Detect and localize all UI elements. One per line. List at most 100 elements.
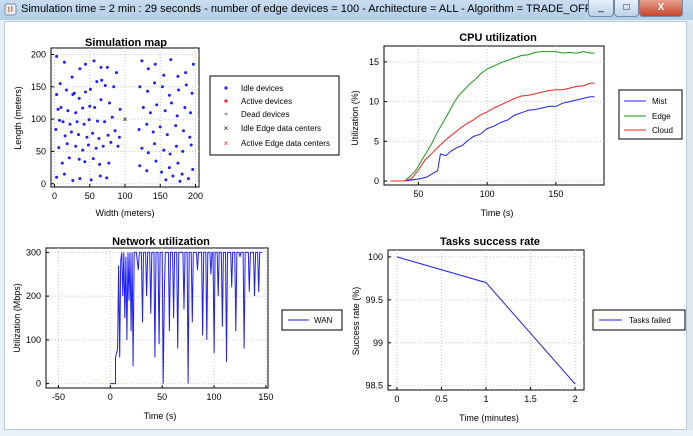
device-point [108, 101, 111, 105]
device-point [162, 148, 166, 152]
tasks-legend-box [592, 309, 686, 331]
device-point [55, 54, 59, 58]
device-point [113, 129, 117, 133]
device-point [115, 71, 118, 75]
device-point [58, 118, 61, 122]
device-point [62, 172, 66, 176]
device-point [167, 166, 171, 170]
cpu-plot-area [383, 45, 605, 186]
tasks-y-label: Success rate (%) [351, 287, 361, 356]
tasks-x-tick-label: 0.5 [435, 394, 448, 404]
series-line-tasks-failed [396, 256, 576, 385]
legend-dead-devices: Dead devices [241, 110, 289, 119]
map-x-tick-label: 100 [117, 191, 132, 201]
device-point [77, 96, 81, 100]
device-point [101, 144, 105, 148]
net-x-tick-label: -50 [52, 392, 65, 402]
device-point [105, 65, 109, 69]
device-point [103, 84, 107, 87]
maximize-button[interactable]: □ [614, 0, 639, 17]
device-point [69, 130, 73, 134]
device-point [154, 159, 158, 163]
device-point [140, 59, 144, 63]
device-point [168, 152, 172, 156]
device-point [146, 151, 150, 155]
device-point [92, 59, 96, 63]
device-point [137, 128, 141, 131]
device-point [112, 85, 116, 89]
device-point [63, 134, 67, 138]
device-point [106, 133, 110, 137]
device-point [95, 80, 99, 84]
device-point [77, 157, 81, 161]
net-x-tick-label: 50 [157, 392, 167, 402]
device-point [96, 119, 99, 123]
device-point [91, 131, 95, 135]
net-lines [110, 251, 262, 385]
map-grid [51, 48, 199, 187]
map-x-tick-label: 0 [52, 191, 57, 201]
cpu-y-label: Utilization (%) [350, 90, 360, 146]
cpu-grid [384, 46, 604, 185]
legend-cloud: Cloud [652, 126, 673, 135]
cpu-ticks: 50 100 150 0 5 10 15 [369, 57, 563, 199]
device-point [100, 78, 104, 82]
device-point [57, 146, 61, 150]
device-point [186, 177, 190, 181]
map-title: Simulation map [85, 37, 167, 49]
legend-marker-idle-devices [224, 86, 228, 90]
device-point [88, 104, 92, 108]
device-point [62, 60, 66, 64]
device-point [141, 106, 145, 109]
close-button[interactable]: X [639, 0, 683, 17]
device-point [164, 178, 168, 182]
device-point [182, 129, 185, 133]
legend-marker-dead-devices [224, 112, 228, 116]
device-point [82, 122, 86, 126]
edge-datacenter-marker: × [123, 115, 128, 124]
device-point [67, 156, 71, 160]
device-point [55, 93, 59, 96]
legend-tasks-failed: Tasks failed [629, 316, 671, 325]
device-point [184, 71, 188, 75]
map-legend-box [209, 75, 340, 156]
device-point [158, 125, 162, 129]
tasks-ticks: 0 0.5 1 1.5 2 98.5 99 99.5 100 [365, 252, 577, 404]
net-ticks: -50 0 50 100 150 0 100 200 300 [26, 247, 273, 402]
device-point [155, 103, 159, 107]
tasks-y-tick-label: 99.5 [365, 295, 383, 305]
device-point [84, 62, 87, 66]
legend-marker-active-devices [224, 99, 228, 103]
device-point [105, 176, 109, 180]
legend-active-edge-dc: Active Edge data centers [241, 139, 330, 148]
tasks-x-label: Time (minutes) [459, 413, 519, 423]
tasks-x-tick-label: 1.5 [524, 394, 537, 404]
vertical-scrollbar[interactable] [687, 21, 693, 430]
tasks-title: Tasks success rate [440, 236, 540, 248]
device-point [58, 82, 62, 86]
device-point [153, 142, 157, 146]
tasks-lines [396, 256, 576, 385]
minimize-button[interactable]: _ [588, 0, 614, 17]
net-x-tick-label: 0 [108, 392, 113, 402]
net-x-tick-label: 100 [207, 392, 222, 402]
title-bar[interactable]: Simulation time = 2 min : 29 seconds - n… [0, 0, 693, 20]
device-point [146, 67, 150, 71]
cpu-x-tick-label: 100 [480, 189, 495, 199]
map-x-label: Width (meters) [95, 208, 154, 218]
map-y-tick-label: 200 [31, 49, 46, 59]
device-point [71, 179, 75, 182]
device-point [148, 111, 152, 115]
cpu-y-tick-label: 0 [374, 176, 379, 186]
legend-wan: WAN [314, 316, 333, 325]
map-x-tick-label: 150 [153, 191, 168, 201]
device-point [89, 178, 93, 182]
net-legend-box [281, 309, 343, 331]
net-title: Network utilization [112, 236, 210, 248]
network-utilization-chart: Network utilization -50 0 50 100 150 0 100 200 3… [12, 236, 343, 421]
device-point [99, 98, 103, 102]
cpu-legend: Mist Edge Cloud [618, 89, 683, 140]
device-point [188, 135, 192, 139]
